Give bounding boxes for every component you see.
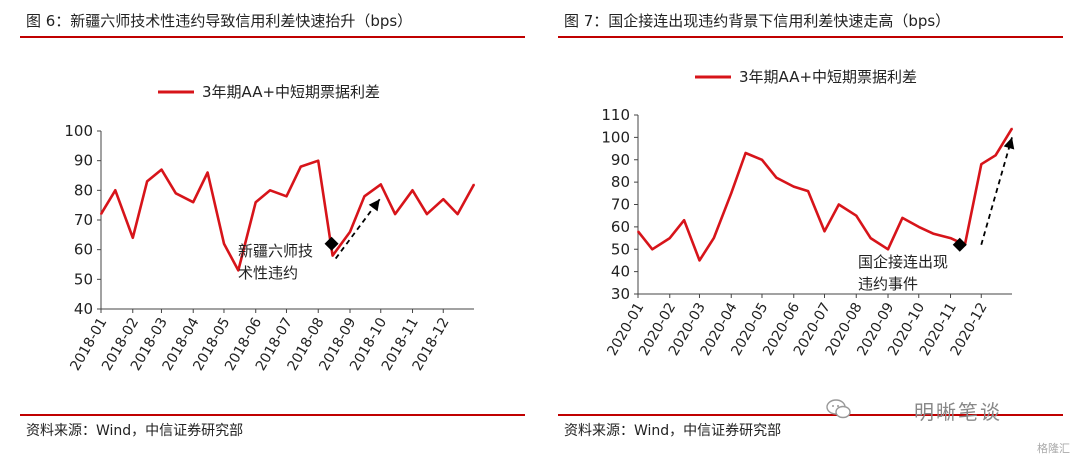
left-y-tick-label: 80 bbox=[74, 181, 93, 199]
left-series-point bbox=[411, 189, 414, 192]
right-series-point bbox=[855, 214, 858, 217]
left-series-point bbox=[175, 192, 177, 195]
right-chart-svg: 304050607080901001102020-012020-022020-0… bbox=[601, 68, 1015, 359]
right-series-point bbox=[744, 152, 747, 154]
right-series-point bbox=[1011, 127, 1013, 130]
left-series-point bbox=[426, 213, 428, 215]
right-trend-arrow-head bbox=[1003, 137, 1015, 150]
right-y-tick-label: 40 bbox=[611, 263, 630, 281]
right-series-point bbox=[713, 237, 715, 239]
left-series-point bbox=[223, 242, 225, 245]
left-series-point bbox=[442, 198, 445, 201]
right-title-rule bbox=[558, 36, 1063, 38]
right-series-point bbox=[683, 219, 685, 221]
left-y-tick-label: 60 bbox=[74, 241, 93, 259]
left-chart-source: 资料来源：Wind，中信证券研究部 bbox=[26, 423, 244, 439]
left-series-point bbox=[285, 195, 288, 198]
right-chart-panel: 图 7：国企接连出现违约背景下信用利差快速走高（bps） 30 40 50 60 70 8… bbox=[558, 0, 1063, 465]
left-trend-arrow-shaft bbox=[334, 198, 381, 260]
watermark-text: 明晰笔谈 bbox=[914, 400, 1002, 424]
right-y-tick-label: 50 bbox=[611, 240, 630, 258]
right-series-point bbox=[932, 232, 934, 235]
left-series-point bbox=[192, 201, 195, 203]
left-series-point bbox=[394, 213, 396, 215]
right-series-line bbox=[636, 127, 1014, 262]
left-series-point bbox=[100, 213, 102, 215]
right-source-rule bbox=[558, 414, 1063, 416]
right-y-tick-label: 100 bbox=[601, 128, 630, 146]
right-series-point bbox=[823, 230, 826, 233]
right-chart-title: 图 7：国企接连出现违约背景下信用利差快速走高（bps） bbox=[564, 12, 951, 30]
right-series-point bbox=[901, 217, 904, 219]
right-series-point bbox=[887, 248, 889, 251]
left-event-marker bbox=[324, 236, 339, 251]
right-legend-label: 3年期AA+中短期票据利差 bbox=[739, 68, 917, 86]
left-series-point bbox=[269, 189, 271, 192]
left-series-point bbox=[331, 254, 334, 257]
right-y-tick-label: 30 bbox=[611, 285, 630, 303]
left-series-point bbox=[317, 159, 320, 162]
right-annotation-line2: 违约事件 bbox=[858, 275, 918, 293]
wechat-icon bbox=[826, 399, 851, 419]
right-series-point bbox=[698, 259, 701, 262]
right-series-point bbox=[994, 154, 997, 157]
left-trend-arrow-head bbox=[368, 199, 380, 212]
watermark-sub: 格隆汇 bbox=[1037, 442, 1070, 455]
right-series-point bbox=[807, 190, 809, 192]
left-series-point bbox=[363, 195, 366, 198]
left-annotation-line2: 术性违约 bbox=[238, 264, 298, 282]
left-annotation-line1: 新疆六师技 bbox=[238, 242, 313, 260]
left-chart-title: 图 6：新疆六师技术性违约导致信用利差快速抬升（bps） bbox=[26, 12, 413, 30]
left-series-point bbox=[146, 180, 148, 183]
right-series-point bbox=[949, 237, 952, 239]
left-series-point bbox=[237, 269, 240, 272]
right-series-point bbox=[651, 248, 654, 251]
left-series-point bbox=[114, 189, 117, 192]
left-legend-label: 3年期AA+中短期票据利差 bbox=[202, 83, 380, 101]
right-annotation-line1: 国企接连出现 bbox=[858, 253, 948, 271]
right-event-marker bbox=[952, 237, 967, 252]
right-y-tick-label: 90 bbox=[611, 151, 630, 169]
right-series-point bbox=[792, 185, 795, 188]
left-series-point bbox=[379, 183, 382, 186]
right-series-point bbox=[730, 192, 733, 195]
left-series-point bbox=[473, 183, 475, 186]
right-series-point bbox=[917, 226, 920, 228]
right-series-point bbox=[980, 163, 983, 166]
right-trend-arrow-shaft bbox=[980, 137, 1013, 246]
right-y-tick-label: 110 bbox=[601, 106, 630, 124]
left-y-tick-label: 100 bbox=[64, 122, 93, 140]
left-y-tick-label: 40 bbox=[74, 300, 93, 318]
left-series-point bbox=[349, 231, 351, 233]
right-series-point bbox=[775, 176, 778, 179]
left-series-point bbox=[206, 171, 209, 174]
left-y-tick-label: 90 bbox=[74, 152, 93, 170]
right-y-tick-label: 80 bbox=[611, 173, 630, 191]
left-y-tick-label: 70 bbox=[74, 211, 93, 229]
left-chart-svg: 4050607080901002018-012018-022018-032018… bbox=[64, 83, 476, 374]
left-series-point bbox=[456, 213, 459, 215]
left-y-tick-label: 50 bbox=[74, 270, 93, 288]
right-series-point bbox=[869, 237, 872, 239]
right-series-point bbox=[668, 237, 671, 239]
right-y-tick-label: 60 bbox=[611, 218, 630, 236]
left-chart-panel: 图 6：新疆六师技术性违约导致信用利差快速抬升（bps） 40 50 60 70 80 9… bbox=[20, 0, 525, 465]
right-series-point bbox=[838, 203, 840, 206]
left-series-point bbox=[254, 201, 257, 203]
right-series-point bbox=[761, 158, 763, 161]
right-series-point bbox=[637, 230, 639, 233]
right-y-tick-label: 70 bbox=[611, 196, 630, 214]
left-series-point bbox=[160, 168, 163, 171]
left-title-rule bbox=[20, 36, 525, 38]
right-chart-source: 资料来源：Wind，中信证券研究部 bbox=[564, 423, 782, 439]
left-series-point bbox=[131, 237, 134, 239]
left-source-rule bbox=[20, 414, 525, 416]
left-series-point bbox=[300, 165, 302, 168]
